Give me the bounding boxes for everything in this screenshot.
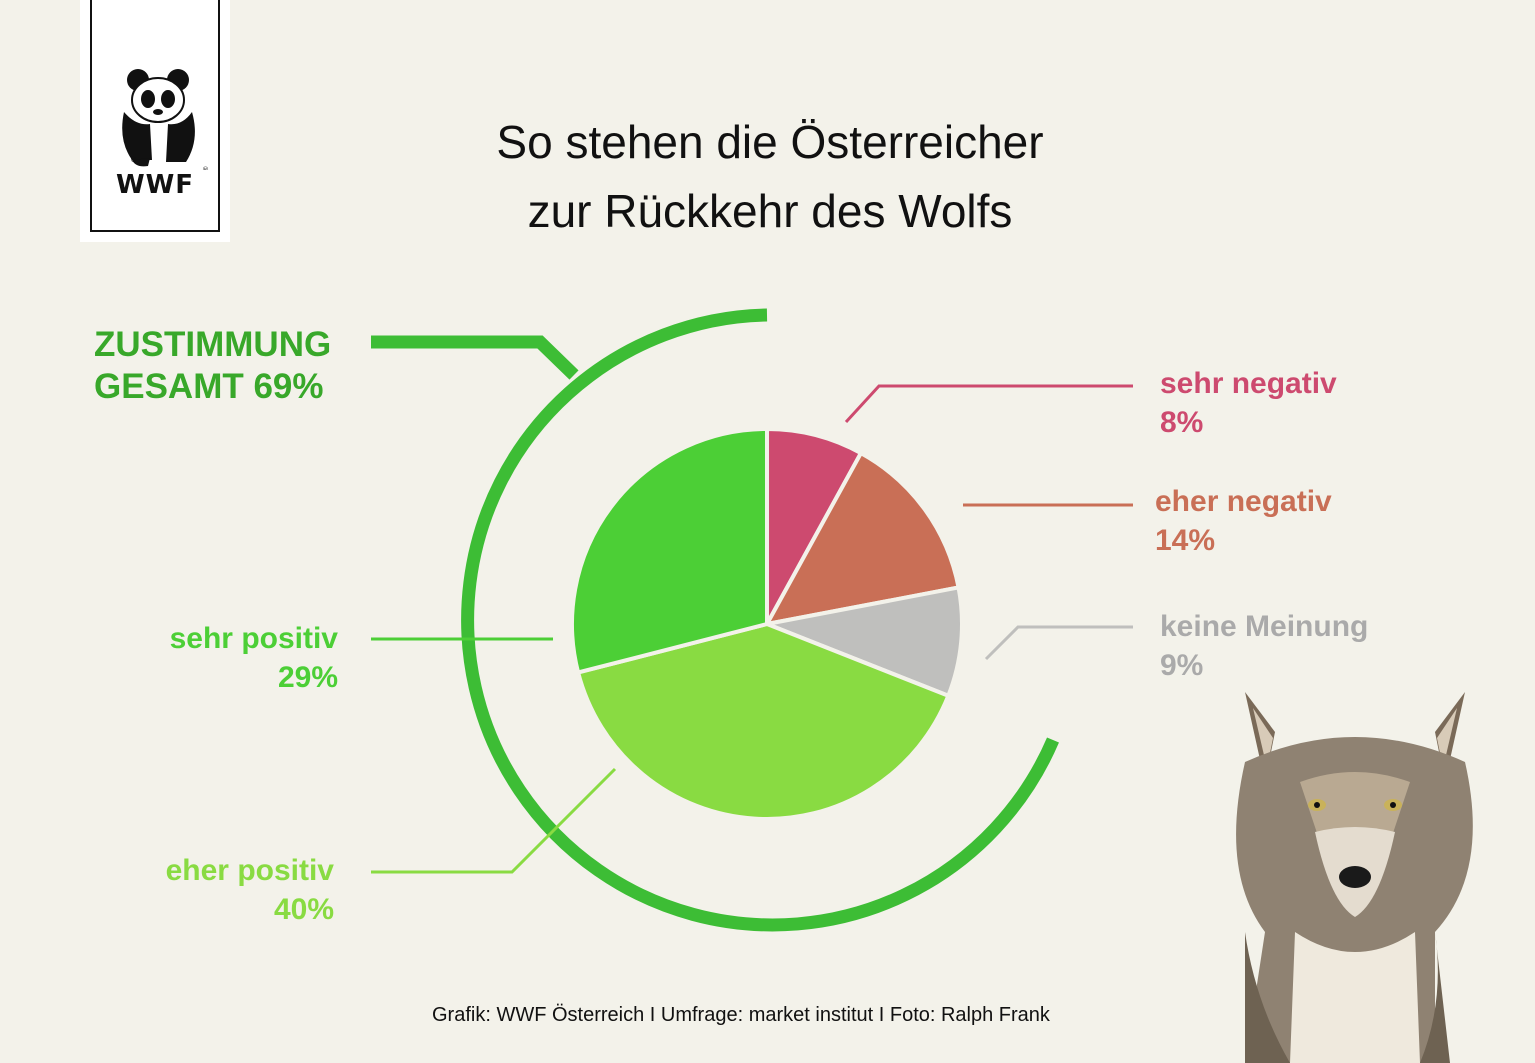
svg-text:®: ® [202, 166, 209, 170]
svg-text:®: ® [130, 156, 137, 164]
label-keine-meinung-name: keine Meinung [1160, 610, 1369, 643]
label-keine-meinung: keine Meinung 9% [1160, 607, 1368, 685]
pie-slice-eher-positiv [575, 621, 951, 821]
approval-leader-line [371, 335, 579, 380]
credit-line: Grafik: WWF Österreich I Umfrage: market… [432, 1004, 1050, 1026]
pie-slice-sehr-positiv [570, 426, 769, 675]
label-sehr-positiv: sehr positiv 29% [100, 619, 338, 697]
label-eher-negativ-value: 14% [1155, 524, 1216, 557]
label-eher-negativ-name: eher negativ [1155, 485, 1332, 518]
label-eher-positiv: eher positiv 40% [100, 851, 334, 929]
title-line-2: zur Rückkehr des Wolfs [527, 185, 1013, 237]
approval-ring-arc [461, 308, 1059, 932]
label-sehr-negativ-name: sehr negativ [1160, 367, 1337, 400]
label-sehr-positiv-name: sehr positiv [169, 622, 338, 655]
label-eher-positiv-value: 40% [273, 893, 334, 926]
label-keine-meinung-value: 9% [1160, 649, 1204, 682]
label-sehr-negativ-value: 8% [1160, 406, 1204, 439]
wwf-wordmark: WWF [115, 170, 195, 200]
pie-slice-eher-negativ [763, 450, 961, 627]
page-title: So stehen die Österreicher zur Rückkehr … [420, 108, 1120, 246]
panda-icon: ® ® [122, 69, 209, 170]
label-eher-negativ: eher negativ 14% [1155, 482, 1332, 560]
leader-line-eher-positiv [371, 767, 617, 874]
label-sehr-negativ: sehr negativ 8% [1160, 364, 1337, 442]
leader-line-sehr-negativ [844, 384, 1133, 424]
approval-label-line-2: GESAMT 69% [94, 367, 324, 406]
label-eher-positiv-name: eher positiv [165, 854, 334, 887]
title-line-1: So stehen die Österreicher [496, 116, 1044, 168]
wolf-photo [1236, 692, 1473, 1063]
label-sehr-positiv-value: 29% [277, 661, 338, 694]
approval-label-line-1: ZUSTIMMUNG [94, 325, 332, 364]
leader-line-keine-meinung [984, 625, 1133, 661]
wwf-logo: ® ® WWF [80, 0, 230, 242]
approval-total-label: ZUSTIMMUNG GESAMT 69% [94, 324, 331, 408]
pie-slice-keine-meinung [759, 585, 964, 699]
